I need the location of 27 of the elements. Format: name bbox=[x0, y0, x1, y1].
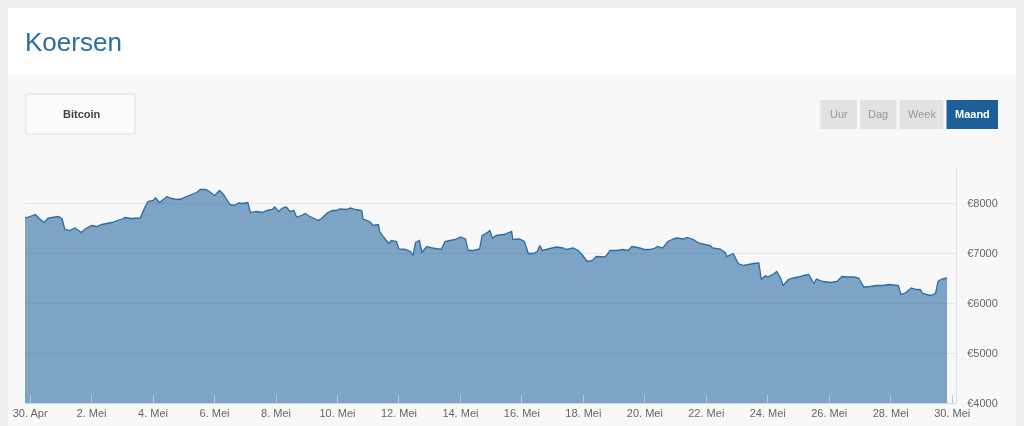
text: Dag bbox=[868, 108, 889, 120]
x-tick-label: 2. Mei bbox=[76, 407, 107, 420]
y-tick-label: €7000 bbox=[967, 246, 998, 259]
x-tick-label: 30. Apr bbox=[12, 407, 48, 420]
x-tick-label: 28. Mei bbox=[872, 407, 909, 420]
x-tick-label: 30. Mei bbox=[934, 407, 971, 420]
x-tick-label: 4. Mei bbox=[138, 407, 169, 420]
x-tick-label: 16. Mei bbox=[503, 407, 540, 420]
x-tick-label: 26. Mei bbox=[811, 407, 848, 420]
x-tick-label: 6. Mei bbox=[199, 407, 230, 420]
y-tick-label: €5000 bbox=[967, 346, 998, 359]
y-tick-label: €4000 bbox=[967, 396, 998, 409]
x-tick-label: 10. Mei bbox=[319, 407, 356, 420]
text: Week bbox=[908, 108, 937, 120]
text: Uur bbox=[830, 108, 849, 120]
x-tick-label: 20. Mei bbox=[626, 407, 663, 420]
chart-title: Koersen bbox=[25, 27, 122, 58]
x-tick-label: 14. Mei bbox=[442, 407, 479, 420]
y-tick-label: €8000 bbox=[967, 196, 998, 209]
text: Maand bbox=[955, 108, 990, 120]
y-tick-label: €6000 bbox=[967, 296, 998, 309]
x-tick-label: 12. Mei bbox=[380, 407, 417, 420]
text: Bitcoin bbox=[63, 108, 101, 120]
x-tick-label: 24. Mei bbox=[749, 407, 786, 420]
x-tick-label: 18. Mei bbox=[565, 407, 602, 420]
x-tick-label: 22. Mei bbox=[688, 407, 725, 420]
x-tick-label: 8. Mei bbox=[261, 407, 291, 420]
